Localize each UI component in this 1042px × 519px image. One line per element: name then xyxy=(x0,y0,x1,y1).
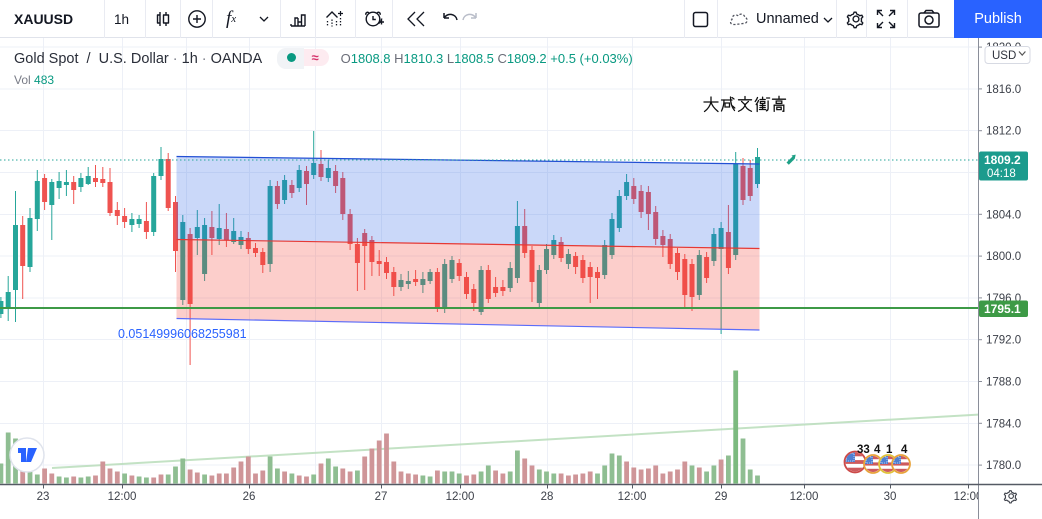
svg-text:0.05149996068255981: 0.05149996068255981 xyxy=(118,327,247,341)
svg-text:27: 27 xyxy=(375,491,388,503)
svg-text:1816.0: 1816.0 xyxy=(986,84,1021,96)
svg-text:1812.0: 1812.0 xyxy=(986,126,1021,138)
svg-text:1800.0: 1800.0 xyxy=(986,251,1021,263)
svg-text:33: 33 xyxy=(857,444,870,456)
svg-text:1804.0: 1804.0 xyxy=(986,209,1021,221)
svg-text:29: 29 xyxy=(715,491,728,503)
svg-text:23: 23 xyxy=(37,491,50,503)
svg-text:USD: USD xyxy=(992,50,1016,62)
svg-text:30: 30 xyxy=(884,491,897,503)
svg-text:12:00: 12:00 xyxy=(108,491,137,503)
svg-text:1792.0: 1792.0 xyxy=(986,335,1021,347)
svg-text:12:00: 12:00 xyxy=(790,491,819,503)
svg-text:4: 4 xyxy=(874,444,881,456)
svg-text:12:00: 12:00 xyxy=(618,491,647,503)
svg-text:1809.2: 1809.2 xyxy=(984,153,1021,167)
svg-text:12:00: 12:00 xyxy=(446,491,475,503)
svg-text:1788.0: 1788.0 xyxy=(986,377,1021,389)
svg-text:26: 26 xyxy=(243,491,256,503)
svg-text:4: 4 xyxy=(901,444,908,456)
svg-text:12:00: 12:00 xyxy=(954,491,983,503)
svg-text:04:18: 04:18 xyxy=(987,168,1016,180)
svg-text:1: 1 xyxy=(886,444,893,456)
svg-text:1784.0: 1784.0 xyxy=(986,418,1021,430)
svg-text:1780.0: 1780.0 xyxy=(986,460,1021,472)
svg-text:28: 28 xyxy=(541,491,554,503)
svg-text:1795.1: 1795.1 xyxy=(984,302,1021,316)
